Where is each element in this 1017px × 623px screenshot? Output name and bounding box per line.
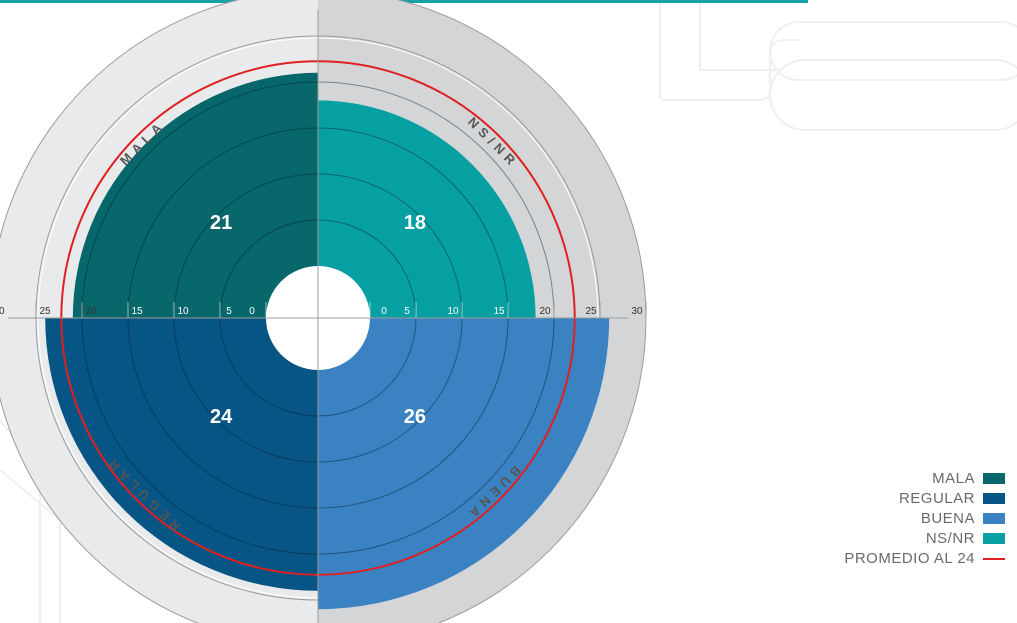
tick-label-left: 5	[226, 306, 232, 317]
value-label-mala: 21	[210, 212, 232, 234]
value-label-nsnr: 18	[404, 212, 426, 234]
legend-label: MALA	[932, 470, 975, 487]
tick-label-right: 5	[404, 306, 410, 317]
legend-item-buena: BUENA	[921, 510, 1005, 527]
legend-label: PROMEDIO AL 24	[844, 550, 975, 567]
tick-label-right: 10	[447, 306, 459, 317]
legend-item-promedio: PROMEDIO AL 24	[844, 550, 1005, 567]
tick-label-left: 0	[249, 306, 255, 317]
wedge-nsnr	[318, 100, 536, 319]
wedge-mala	[72, 72, 318, 318]
tick-label-right: 25	[585, 306, 597, 317]
wedge-regular	[45, 318, 318, 591]
value-label-buena: 26	[404, 406, 426, 428]
tick-label-left: 20	[85, 306, 97, 317]
tick-label-left: 30	[0, 306, 5, 317]
tick-label-left: 25	[39, 306, 51, 317]
tick-label-right: 20	[539, 306, 551, 317]
tick-label-right: 0	[381, 306, 387, 317]
tick-label-right: 30	[631, 306, 643, 317]
value-label-regular: 24	[210, 406, 233, 428]
legend-label: REGULAR	[898, 490, 975, 507]
legend-swatch	[983, 493, 1005, 504]
legend-item-nsnr: NS/NR	[926, 530, 1005, 547]
legend-swatch	[983, 473, 1005, 484]
tick-label-left: 10	[177, 306, 189, 317]
legend: MALA REGULAR BUENA NS/NR PROMEDIO AL 24	[844, 470, 1005, 567]
legend-line	[983, 557, 1005, 560]
tick-label-left: 15	[131, 306, 143, 317]
legend-item-mala: MALA	[932, 470, 1005, 487]
legend-swatch	[983, 533, 1005, 544]
legend-label: BUENA	[920, 510, 975, 527]
legend-label: NS/NR	[925, 530, 975, 547]
legend-swatch	[983, 513, 1005, 524]
wedge-buena	[318, 318, 610, 610]
tick-label-right: 15	[493, 306, 505, 317]
legend-item-regular: REGULAR	[899, 490, 1005, 507]
